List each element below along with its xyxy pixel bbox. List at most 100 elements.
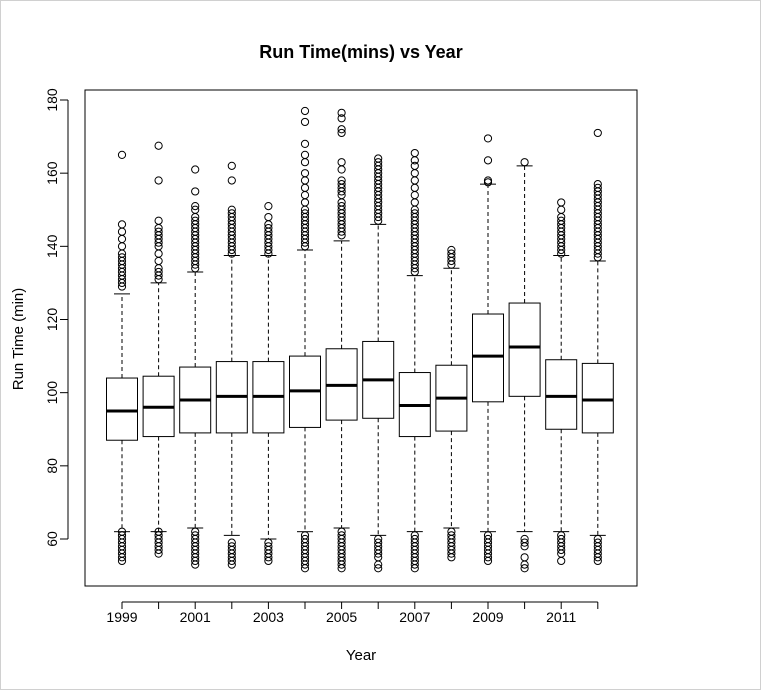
outlier-point	[154, 531, 163, 540]
box-group-2003	[252, 201, 285, 566]
x-tick-label: 2005	[326, 609, 357, 625]
y-tick-label: 60	[44, 531, 60, 547]
outlier-point	[300, 191, 310, 200]
box-group-1999	[106, 150, 138, 566]
outlier-point	[191, 216, 200, 225]
outlier-point	[191, 165, 200, 174]
outlier-point	[520, 158, 529, 167]
outlier-point	[264, 223, 273, 233]
outlier-point	[300, 183, 310, 192]
box-group-2000	[142, 141, 175, 558]
outlier-point	[117, 150, 127, 159]
box-iqr	[545, 359, 578, 430]
outlier-point	[374, 158, 383, 167]
box-iqr	[472, 313, 504, 403]
outlier-point	[410, 148, 419, 158]
outlier-point	[374, 538, 383, 547]
outlier-point	[557, 198, 566, 207]
outlier-point	[593, 538, 602, 547]
outlier-point	[410, 176, 419, 185]
outlier-point	[557, 216, 566, 225]
outlier-point	[191, 527, 200, 536]
plot-area-border	[84, 89, 638, 587]
outlier-point	[154, 527, 163, 536]
outlier-point	[117, 220, 127, 229]
outlier-point	[117, 227, 127, 236]
outlier-point	[447, 531, 456, 540]
outlier-point	[117, 234, 127, 244]
outlier-point	[117, 253, 127, 262]
box-group-2008	[435, 245, 468, 562]
chart-title: Run Time(mins) vs Year	[259, 42, 462, 62]
outlier-point	[410, 534, 419, 544]
outlier-point	[337, 180, 346, 189]
box-group-2009	[472, 134, 504, 566]
box-iqr	[106, 377, 138, 441]
outlier-point	[154, 249, 163, 258]
outlier-point	[483, 531, 493, 540]
outlier-point	[264, 212, 273, 222]
outlier-point	[154, 176, 163, 185]
outlier-point	[410, 161, 419, 170]
box-group-2012	[581, 128, 614, 566]
outlier-point	[300, 158, 310, 167]
outlier-point	[300, 150, 310, 159]
outlier-point	[337, 125, 346, 134]
x-tick-label: 1999	[106, 609, 137, 625]
outlier-point	[483, 534, 493, 544]
outlier-point	[410, 169, 419, 178]
outlier-point	[374, 564, 383, 573]
outlier-point	[300, 534, 310, 544]
outlier-point	[227, 542, 236, 551]
outlier-point	[300, 106, 310, 116]
outlier-point	[337, 108, 346, 117]
outlier-point	[593, 534, 602, 544]
outlier-point	[264, 542, 273, 551]
outlier-point	[154, 216, 163, 225]
outlier-point	[447, 245, 456, 255]
box-iqr	[508, 302, 541, 397]
outlier-point	[191, 531, 200, 540]
outlier-point	[447, 527, 456, 536]
box-group-2006	[362, 154, 395, 573]
x-axis: 1999 2001 2003 2005 2007 2009 2011	[106, 601, 599, 625]
outlier-point	[337, 165, 346, 174]
box-group-2011	[545, 198, 578, 566]
outlier-point	[227, 176, 236, 185]
x-tick-label: 2007	[399, 609, 430, 625]
y-tick-label: 120	[44, 308, 60, 332]
outlier-point	[557, 556, 566, 566]
outlier-point	[117, 531, 127, 540]
outlier-point	[191, 187, 200, 196]
x-tick-label: 2009	[472, 609, 503, 625]
outlier-point	[337, 128, 346, 138]
y-axis: 60 80 100 120 140 160 180	[44, 88, 69, 547]
outlier-point	[374, 154, 383, 163]
outlier-point	[337, 158, 346, 167]
x-tick-label: 2001	[180, 609, 211, 625]
outlier-point	[264, 201, 273, 211]
x-tick-label: 2011	[546, 609, 576, 625]
y-tick-label: 100	[44, 381, 60, 405]
outlier-point	[483, 156, 493, 165]
x-tick-label: 2003	[253, 609, 284, 625]
outlier-point	[410, 183, 419, 192]
outlier-point	[227, 538, 236, 547]
outlier-point	[154, 227, 163, 236]
outlier-point	[300, 117, 310, 127]
box-group-2002	[215, 161, 248, 569]
box-group-2007	[398, 148, 431, 573]
outlier-point	[300, 169, 310, 178]
outlier-point	[300, 139, 310, 148]
outlier-point	[410, 156, 419, 165]
y-tick-label: 140	[44, 234, 60, 258]
outlier-point	[593, 183, 602, 192]
outlier-point	[300, 209, 310, 218]
y-tick-label: 180	[44, 88, 60, 112]
y-tick-label: 80	[44, 458, 60, 474]
box-group-2010	[508, 158, 541, 573]
outlier-point	[483, 134, 493, 143]
y-tick-label: 160	[44, 161, 60, 185]
outlier-point	[520, 553, 529, 562]
outlier-point	[557, 531, 566, 540]
